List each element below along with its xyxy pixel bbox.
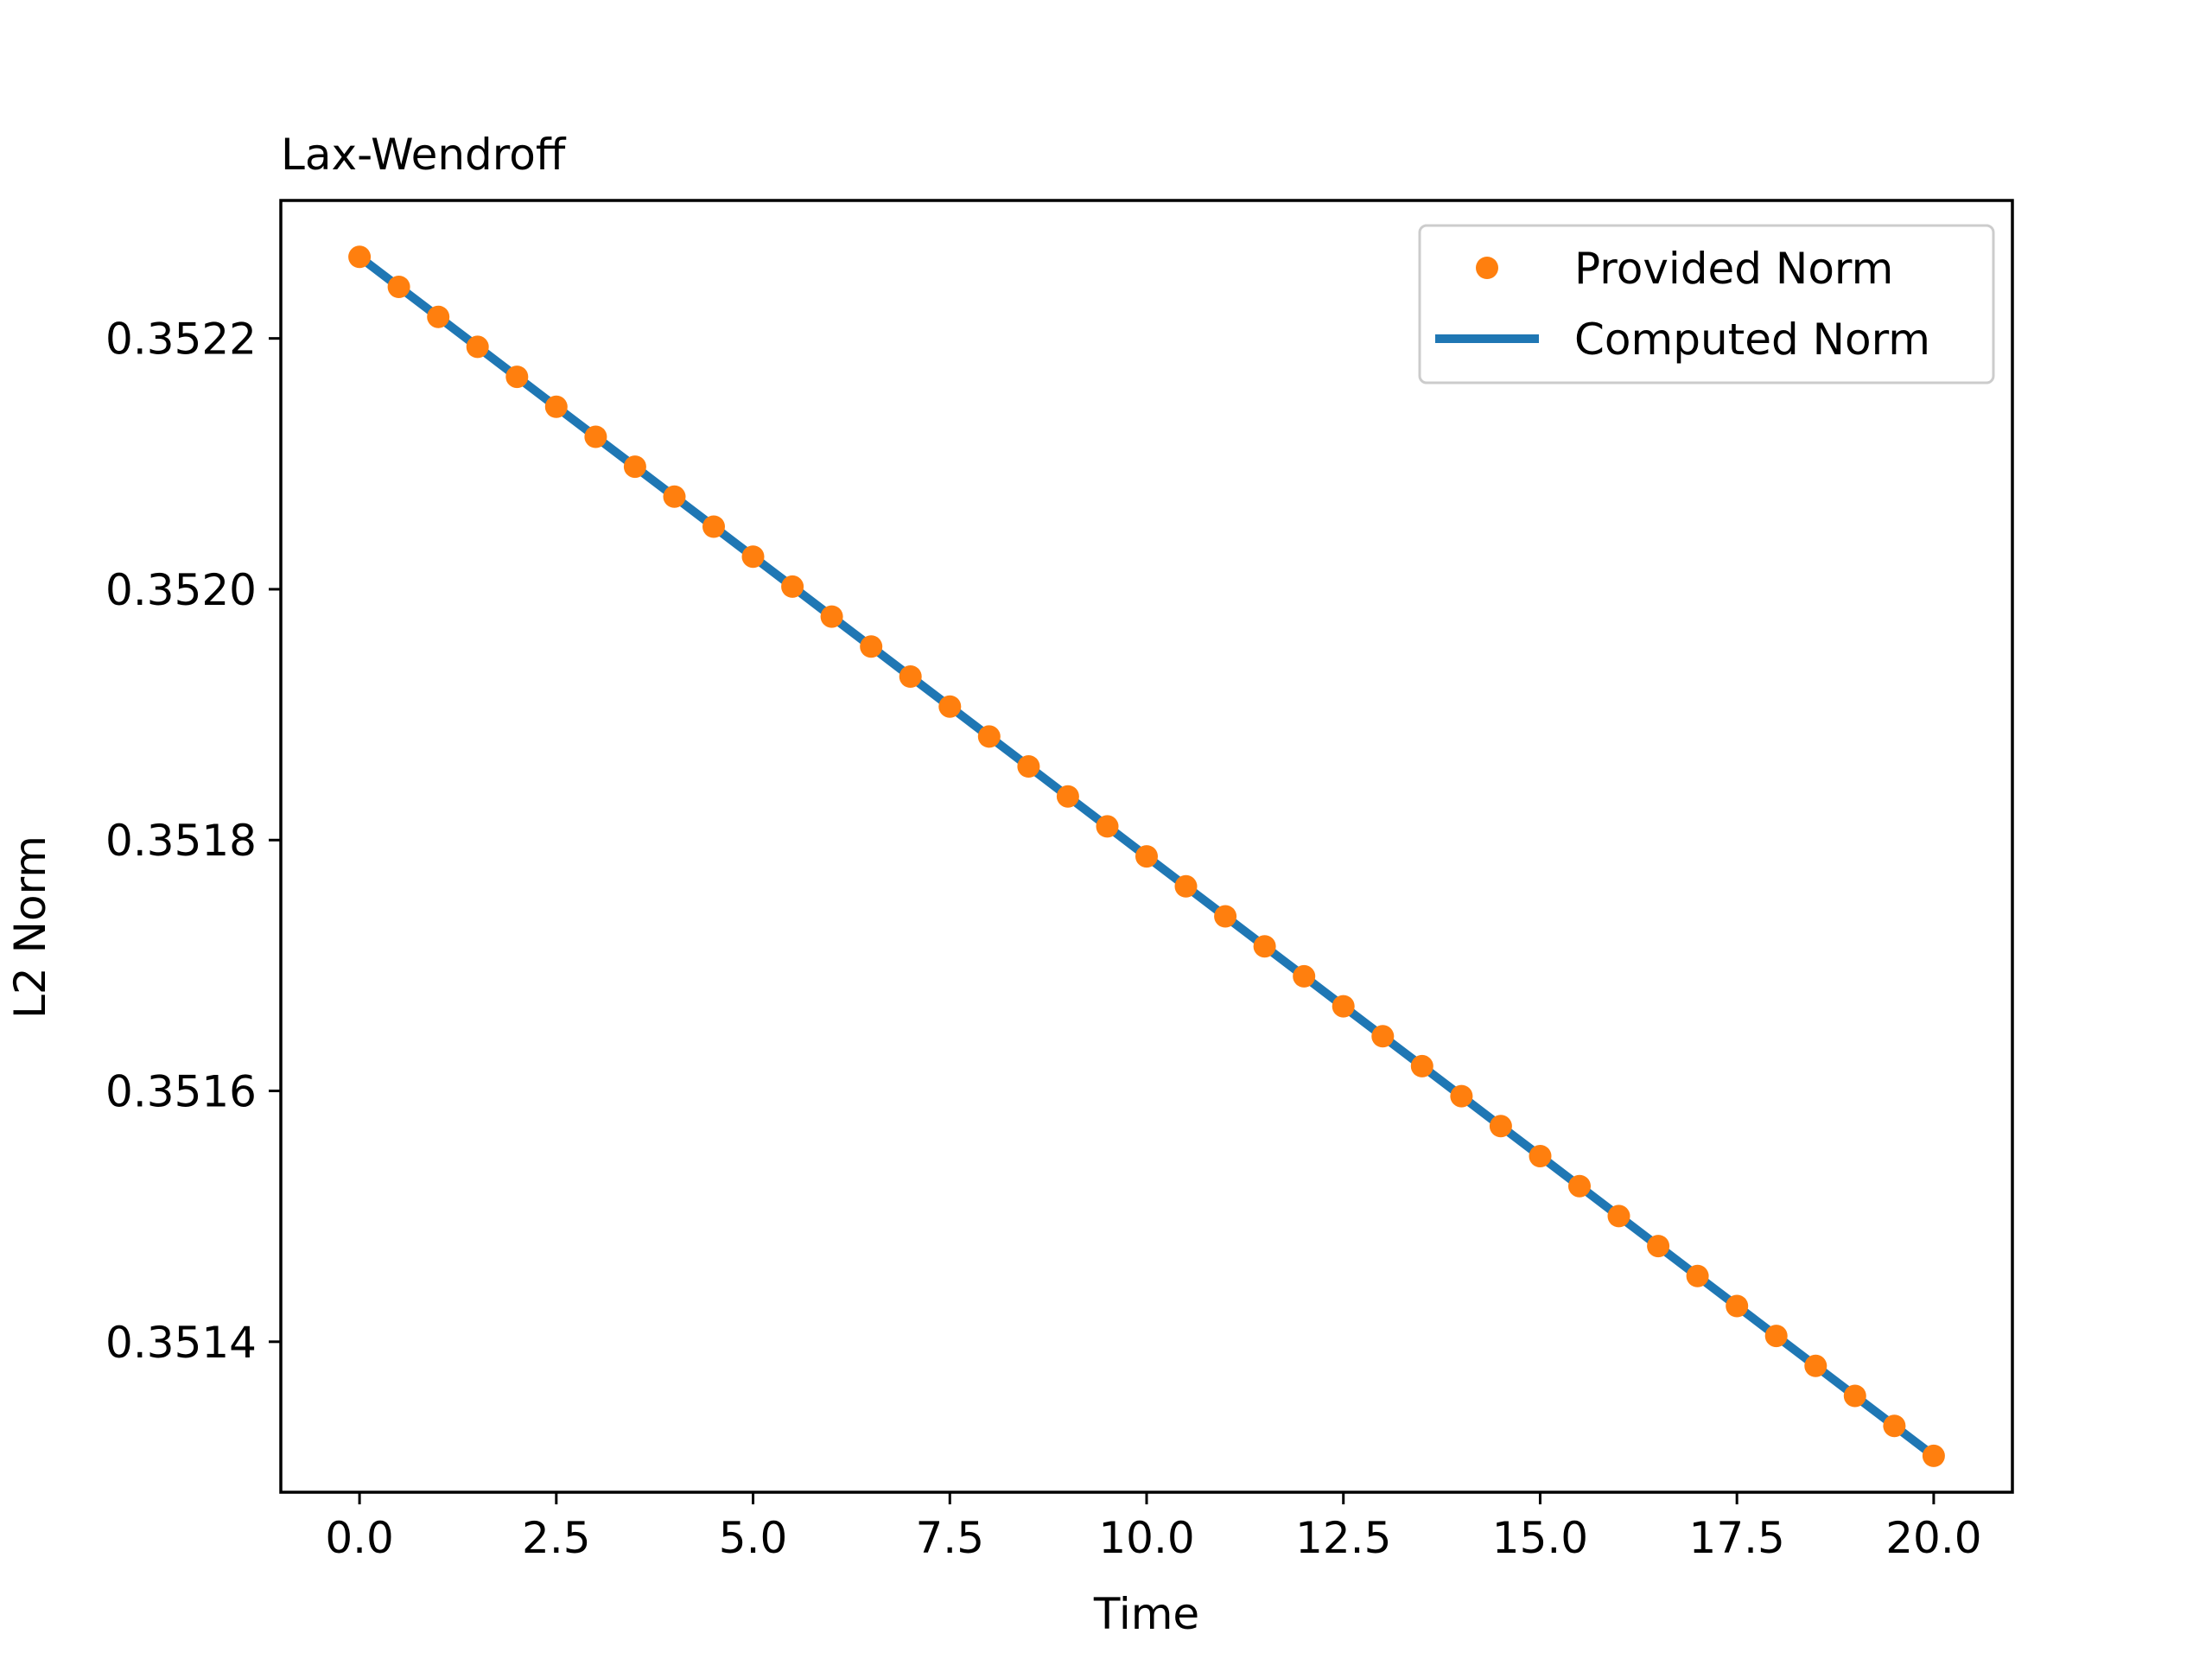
data-point-provided-norm	[427, 305, 450, 328]
data-point-provided-norm	[544, 395, 568, 418]
x-tick-label: 10.0	[1098, 1513, 1194, 1563]
x-tick-label: 20.0	[1885, 1513, 1981, 1563]
data-point-provided-norm	[663, 485, 686, 508]
data-point-provided-norm	[1174, 874, 1198, 898]
y-tick-label: 0.3514	[105, 1318, 257, 1368]
data-point-provided-norm	[1332, 995, 1355, 1018]
data-point-provided-norm	[1371, 1025, 1395, 1048]
data-point-provided-norm	[1214, 905, 1237, 928]
x-tick-label: 12.5	[1295, 1513, 1391, 1563]
data-point-provided-norm	[1804, 1354, 1827, 1377]
legend-marker-provided-norm	[1476, 257, 1498, 279]
plot-area	[348, 245, 1945, 1467]
data-point-provided-norm	[820, 605, 843, 628]
x-tick-label: 5.0	[719, 1513, 788, 1563]
axes: 0.0 2.5 5.0 7.5 10.0 12.5 15.0 17.5 20.0 0.3514 0.…	[105, 199, 2014, 1563]
y-tick-label: 0.3516	[105, 1067, 257, 1117]
x-tick-label: 7.5	[916, 1513, 985, 1563]
data-point-provided-norm	[584, 425, 607, 448]
y-tick-label: 0.3522	[105, 315, 257, 365]
data-point-provided-norm	[1647, 1235, 1670, 1258]
data-point-provided-norm	[1607, 1205, 1630, 1228]
x-axis-label: Time	[1093, 1589, 1199, 1639]
data-point-provided-norm	[1568, 1174, 1591, 1198]
data-point-provided-norm	[1253, 935, 1276, 958]
data-point-provided-norm	[1883, 1414, 1906, 1438]
legend: Provided Norm Computed Norm	[1418, 224, 1995, 385]
data-point-provided-norm	[1489, 1115, 1512, 1138]
data-point-provided-norm	[1529, 1145, 1552, 1167]
data-point-provided-norm	[348, 245, 372, 269]
data-point-provided-norm	[1096, 815, 1119, 838]
data-point-provided-norm	[741, 545, 765, 569]
data-point-provided-norm	[1726, 1294, 1749, 1318]
data-point-provided-norm	[466, 335, 489, 359]
data-point-provided-norm	[387, 276, 410, 298]
x-tick-label: 0.0	[325, 1513, 394, 1563]
data-point-provided-norm	[1017, 755, 1040, 778]
x-tick-label: 15.0	[1492, 1513, 1588, 1563]
y-tick-label: 0.3520	[105, 565, 257, 615]
data-point-provided-norm	[781, 575, 804, 598]
legend-box	[1418, 224, 1995, 385]
data-point-provided-norm	[899, 665, 922, 688]
data-point-provided-norm	[938, 695, 962, 718]
x-tick-label: 17.5	[1689, 1513, 1785, 1563]
data-point-provided-norm	[860, 635, 883, 658]
data-point-provided-norm	[1764, 1325, 1788, 1348]
legend-label: Provided Norm	[1574, 244, 1893, 294]
data-point-provided-norm	[1410, 1054, 1433, 1077]
data-point-provided-norm	[1135, 845, 1158, 868]
x-tick-label: 2.5	[522, 1513, 591, 1563]
data-point-provided-norm	[623, 455, 646, 479]
data-point-provided-norm	[505, 365, 529, 389]
data-point-provided-norm	[702, 515, 725, 538]
data-point-provided-norm	[1056, 785, 1079, 808]
data-point-provided-norm	[977, 725, 1001, 748]
legend-label: Computed Norm	[1574, 315, 1930, 365]
chart-title: Lax-Wendroff	[281, 130, 567, 180]
data-point-provided-norm	[1922, 1444, 1945, 1467]
y-tick-label: 0.3518	[105, 816, 257, 866]
data-point-provided-norm	[1293, 964, 1316, 988]
y-axis-label: L2 Norm	[5, 836, 55, 1019]
data-point-provided-norm	[1686, 1264, 1709, 1287]
data-point-provided-norm	[1843, 1384, 1866, 1408]
data-point-provided-norm	[1450, 1084, 1473, 1108]
